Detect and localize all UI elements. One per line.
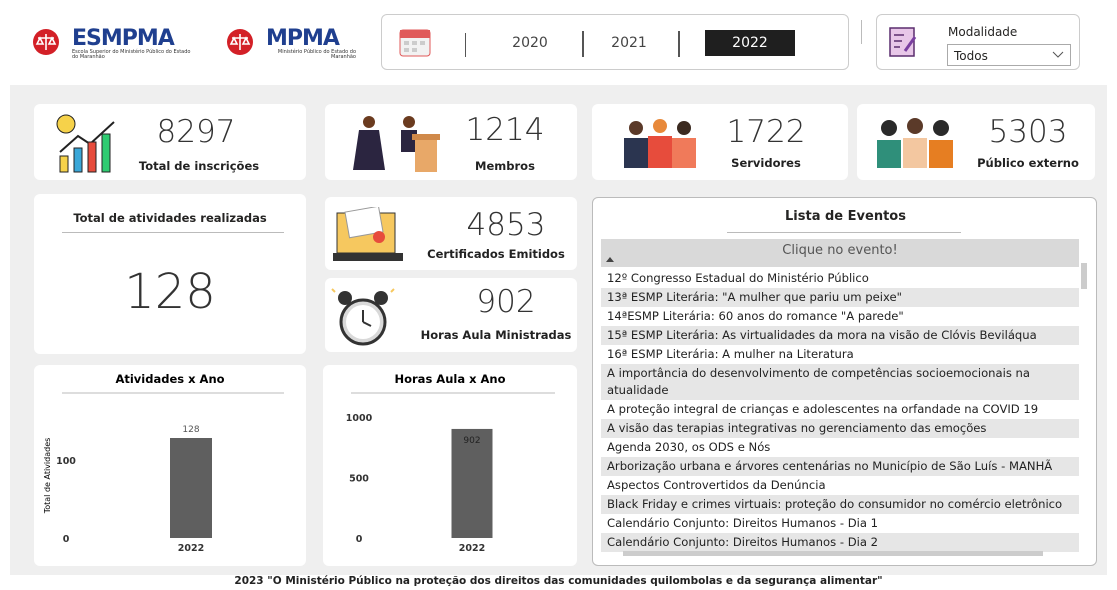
chart: Horas Aula x Ano 0 500 1000 902 2022 <box>323 365 577 566</box>
hours-label: Horas Aula Ministradas <box>406 328 586 342</box>
filter-box: Modalidade Todos <box>876 14 1080 70</box>
event-item[interactable]: Calendário Conjunto: Direitos Humanos - … <box>601 533 1079 552</box>
filter-label: Modalidade <box>948 25 1017 39</box>
event-item[interactable]: A proteção integral de crianças e adoles… <box>601 400 1079 419</box>
event-item[interactable]: 15ª ESMP Literária: As virtualidades da … <box>601 326 1079 345</box>
kpi-value: 1722 <box>696 114 836 150</box>
logo-subtitle: Escola Superior do Ministério Público do… <box>72 50 192 60</box>
events-header-text: Clique no evento! <box>782 243 897 258</box>
divider <box>465 33 466 57</box>
certificates-value: 4853 <box>436 207 576 243</box>
total-activities-value: 128 <box>34 264 306 320</box>
calendar-icon <box>398 25 434 59</box>
logo-subtitle: Ministério Público do Estado do Maranhão <box>266 50 356 60</box>
y-tick-label: 100 <box>56 456 76 467</box>
event-item[interactable]: 12º Congresso Estadual do Ministério Púb… <box>601 269 1079 288</box>
event-item[interactable]: A visão das terapias integrativas no ger… <box>601 419 1079 438</box>
certificates-icon <box>331 207 411 263</box>
footer: 2023 "O Ministério Público na proteção d… <box>0 575 1117 587</box>
kpi-value: 5303 <box>958 114 1098 150</box>
filter-icon <box>887 25 919 59</box>
kpi-card: 1722 Servidores <box>592 104 848 180</box>
events-title: Lista de Eventos <box>593 209 1098 224</box>
year-option[interactable]: 2020 <box>485 30 575 56</box>
chart-title: Horas Aula x Ano <box>394 372 505 386</box>
x-tick-label: 2022 <box>459 543 485 554</box>
dropdown-arrow[interactable] <box>1052 51 1064 59</box>
year-option[interactable]: 2021 <box>584 30 674 56</box>
event-item[interactable]: 16ª ESMP Literária: A mulher na Literatu… <box>601 345 1079 364</box>
logo-icon <box>226 28 262 56</box>
year-option[interactable]: 2022 <box>705 30 795 56</box>
total-activities-card: Total de atividades realizadas 128 <box>34 194 306 354</box>
data-label: 128 <box>182 425 199 435</box>
y-axis-label: Total de Atividades <box>43 438 52 515</box>
page: ESMPMA Escola Superior do Ministério Púb… <box>0 0 1117 590</box>
card-title: Total de atividades realizadas <box>34 211 306 225</box>
event-item[interactable]: A importância do desenvolvimento de comp… <box>601 364 1079 400</box>
chart-card: Horas Aula x Ano 0 500 1000 902 2022 <box>323 365 577 566</box>
event-item[interactable]: Black Friday e crimes virtuais: proteção… <box>601 495 1079 514</box>
certificates-card: 4853 Certificados Emitidos <box>325 197 577 270</box>
y-tick-label: 500 <box>349 474 369 485</box>
kpi-label: Total de inscrições <box>109 159 289 173</box>
y-tick-label: 1000 <box>346 413 373 424</box>
kpi-label: Servidores <box>676 156 856 170</box>
separator <box>727 232 961 233</box>
hours-icon <box>331 286 395 348</box>
logo: MPMA Ministério Público do Estado do Mar… <box>226 26 356 66</box>
events-card: Lista de Eventos Clique no evento! 12º C… <box>592 197 1097 566</box>
kpi-card: 5303 Público externo <box>857 104 1095 180</box>
y-tick-label: 0 <box>356 534 363 545</box>
logo-name: ESMPMA <box>72 26 174 51</box>
divider <box>678 31 680 57</box>
h-scrollbar[interactable] <box>623 551 1043 556</box>
kpi-value: 8297 <box>126 114 266 150</box>
logo: ESMPMA Escola Superior do Ministério Púb… <box>32 26 192 66</box>
event-item[interactable]: 13ª ESMP Literária: "A mulher que pariu … <box>601 288 1079 307</box>
event-item[interactable]: 14ªESMP Literária: 60 anos do romance "A… <box>601 307 1079 326</box>
filter-value[interactable]: Todos <box>954 49 988 63</box>
sort-arrow <box>605 255 615 263</box>
kpi-card: 8297 Total de inscrições <box>34 104 306 180</box>
certificates-label: Certificados Emitidos <box>406 247 586 261</box>
event-item[interactable]: Agenda 2030, os ODS e Nós <box>601 438 1079 457</box>
filter-dropdown[interactable]: Todos <box>947 44 1071 66</box>
chart-title: Atividades x Ano <box>115 372 224 386</box>
logo-icon <box>32 28 68 56</box>
event-item[interactable]: Calendário Conjunto: Direitos Humanos - … <box>601 514 1079 533</box>
kpi-card: 1214 Membros <box>325 104 577 180</box>
chart-card: Atividades x Ano Total de Atividades 0 100 1… <box>34 365 306 566</box>
kpi-label: Membros <box>415 159 595 173</box>
bar <box>170 438 212 538</box>
event-item[interactable]: Arborização urbana e árvores centenárias… <box>601 457 1079 476</box>
data-label: 902 <box>463 436 480 446</box>
logo-name: MPMA <box>266 26 339 51</box>
hours-card: 902 Horas Aula Ministradas <box>325 278 577 352</box>
hours-value: 902 <box>436 284 576 320</box>
separator <box>62 232 284 233</box>
chart: Atividades x Ano Total de Atividades 0 100 1… <box>34 365 306 566</box>
year-slicer: 2020 2021 2022 <box>381 14 849 70</box>
divider <box>861 20 862 44</box>
event-item[interactable]: Aspectos Controvertidos da Denúncia <box>601 476 1079 495</box>
events-list: 12º Congresso Estadual do Ministério Púb… <box>601 269 1079 552</box>
events-header: Clique no evento! <box>601 239 1079 267</box>
kpi-value: 1214 <box>435 112 575 148</box>
y-tick-label: 0 <box>63 534 70 545</box>
scrollbar-thumb[interactable] <box>1081 263 1087 289</box>
x-tick-label: 2022 <box>178 543 204 554</box>
kpi-label: Público externo <box>938 156 1117 170</box>
